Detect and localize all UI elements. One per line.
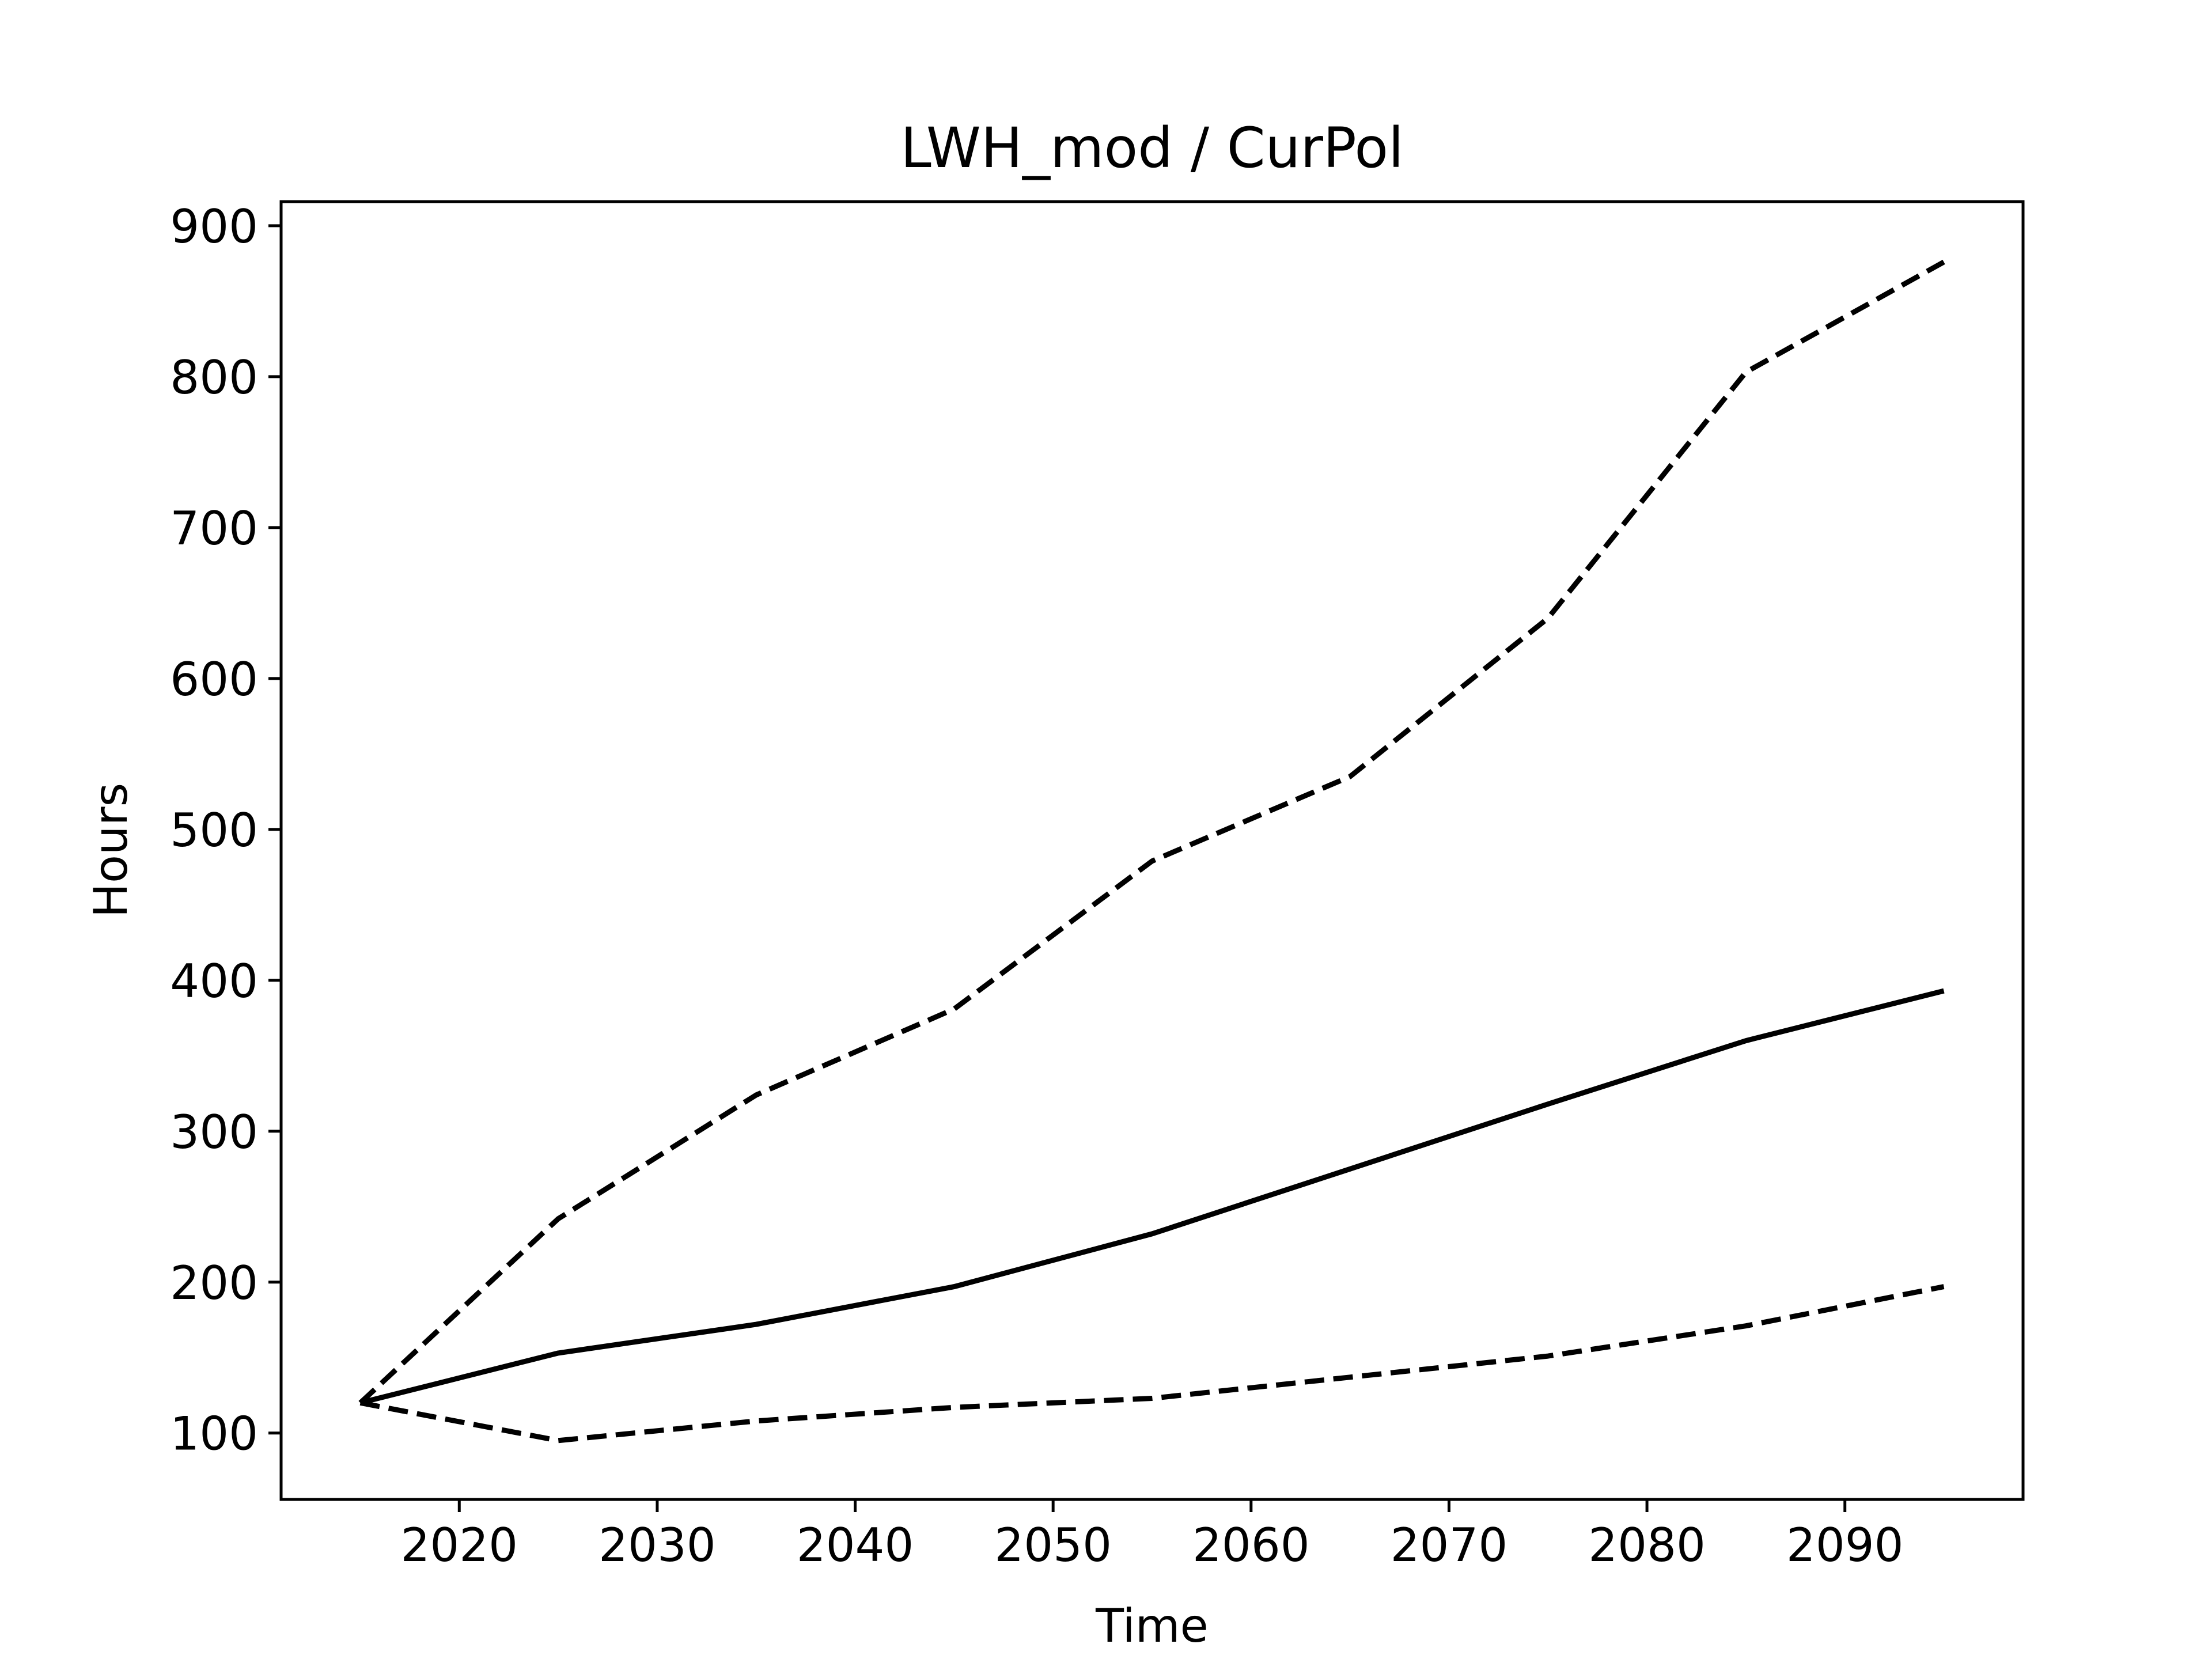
x-tick-label: 2070 xyxy=(1391,1518,1508,1572)
y-tick-label: 500 xyxy=(170,804,258,857)
series-line-3 xyxy=(359,1284,1945,1444)
y-axis-label: Hours xyxy=(84,783,138,918)
x-tick-label: 2080 xyxy=(1588,1518,1706,1572)
series-line-1 xyxy=(359,988,1945,1406)
y-tick-label: 200 xyxy=(170,1256,258,1310)
x-tick-label: 2020 xyxy=(400,1518,518,1572)
y-tick-label: 100 xyxy=(170,1407,258,1461)
y-tick-label: 600 xyxy=(170,653,258,706)
x-tick-label: 2060 xyxy=(1192,1518,1310,1572)
x-axis-label: Time xyxy=(1095,1599,1209,1653)
chart-title: LWH_mod / CurPol xyxy=(900,116,1404,180)
x-axis: 2020 2030 2040 2050 2060 2070 2080 2090 xyxy=(400,1499,1904,1572)
y-tick-label: 400 xyxy=(170,955,258,1008)
y-tick-label: 800 xyxy=(170,351,258,404)
y-tick-label: 300 xyxy=(170,1105,258,1159)
series-layer xyxy=(358,259,1945,1444)
x-tick-label: 2030 xyxy=(599,1518,716,1572)
y-tick-label: 900 xyxy=(170,200,258,253)
x-tick-label: 2090 xyxy=(1786,1518,1904,1572)
y-tick-label: 700 xyxy=(170,502,258,555)
series-line-2 xyxy=(358,259,1945,1405)
y-axis: 100 200 300 400 500 600 700 800 900 xyxy=(170,200,281,1461)
plot-area-frame xyxy=(279,200,2025,1501)
x-tick-label: 2050 xyxy=(994,1518,1112,1572)
x-tick-label: 2040 xyxy=(797,1518,914,1572)
